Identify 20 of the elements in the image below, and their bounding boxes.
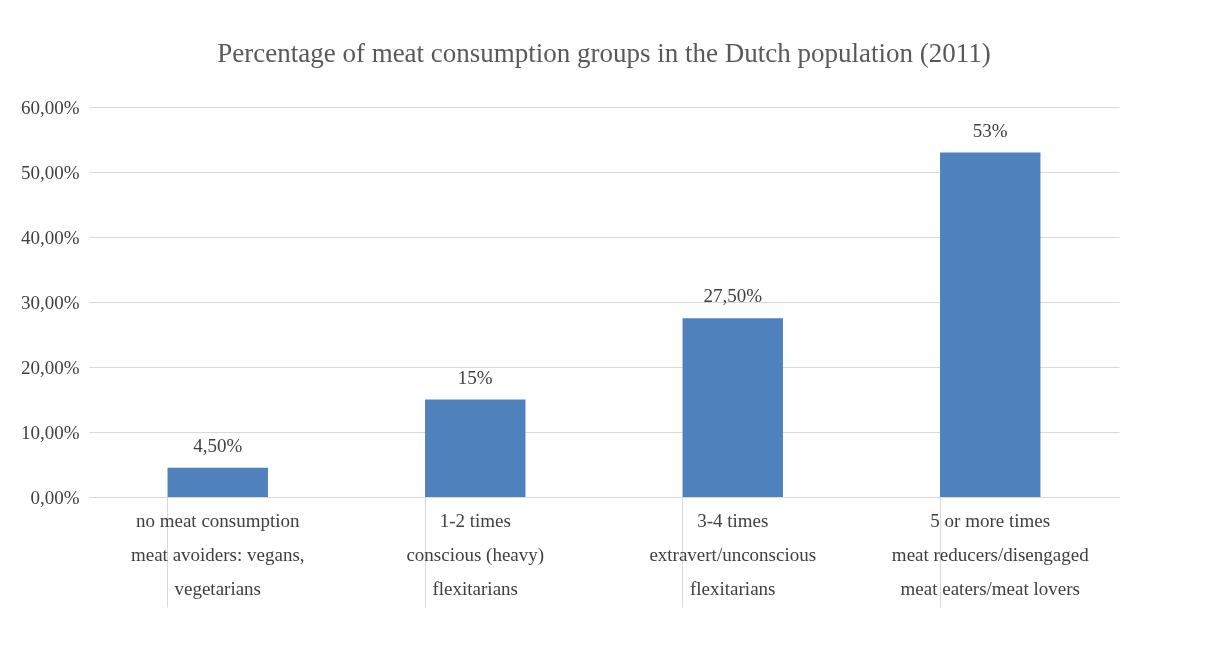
y-tick-label: 30,00% xyxy=(20,291,80,313)
bar xyxy=(425,399,526,497)
y-tick-label: 20,00% xyxy=(20,356,80,378)
x-tick-label: 5 or more times meat reducers/disengaged meat eaters/meat lovers xyxy=(891,509,1090,599)
bar xyxy=(682,318,783,497)
y-tick-label: 10,00% xyxy=(20,421,80,443)
y-tick-label: 0,00% xyxy=(30,486,80,508)
x-tick-label: no meat consumption meat avoiders: vegans, vegetarians xyxy=(130,509,305,599)
y-tick-label: 40,00% xyxy=(20,226,80,248)
x-tick-label: 3-4 times extravert/unconscious flexitarians xyxy=(649,509,817,599)
chart-title: Percentage of meat consumption groups in the Dutch population (2011) xyxy=(217,38,991,68)
data-label: 53% xyxy=(972,119,1008,141)
data-label: 4,50% xyxy=(193,434,243,456)
y-tick-label: 50,00% xyxy=(20,161,80,183)
bar xyxy=(167,467,268,497)
data-label: 15% xyxy=(457,366,493,388)
y-tick-label: 60,00% xyxy=(20,96,80,118)
bar xyxy=(940,152,1041,497)
x-tick-label: 1-2 times conscious (heavy) flexitarians xyxy=(406,509,545,599)
data-label: 27,50% xyxy=(703,285,763,307)
